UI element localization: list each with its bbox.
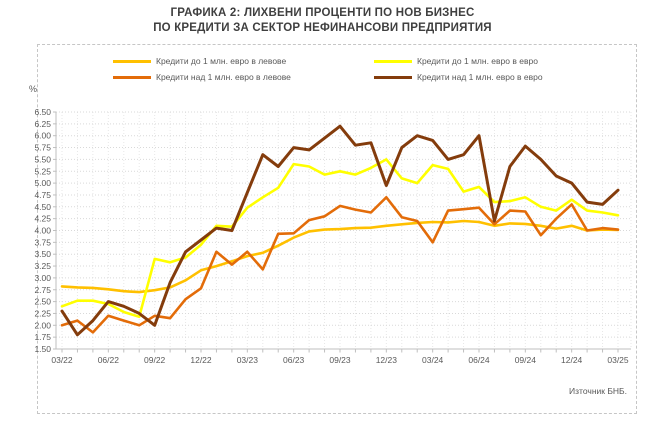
legend-swatch-dark-orange	[113, 75, 151, 79]
chart-frame	[37, 44, 637, 414]
legend-item-credits-over-1m-bgn: Кредити над 1 млн. евро в левове	[113, 71, 291, 83]
legend-swatch-yellow	[374, 59, 412, 63]
legend-label: Кредити над 1 млн. евро в евро	[417, 72, 543, 82]
chart-title-line1: ГРАФИКА 2: ЛИХВЕНИ ПРОЦЕНТИ ПО НОВ БИЗНЕ…	[170, 7, 475, 19]
legend-label: Кредити до 1 млн. евро в евро	[417, 56, 538, 66]
legend-swatch-amber	[113, 59, 151, 63]
source-note: Източник БНБ.	[569, 386, 627, 396]
chart-title-line2: ПО КРЕДИТИ ЗА СЕКТОР НЕФИНАНСОВИ ПРЕДПРИ…	[153, 22, 492, 34]
y-axis-unit-label: %	[29, 84, 38, 94]
legend-item-credits-under-1m-eur: Кредити до 1 млн. евро в евро	[374, 55, 538, 67]
legend-label: Кредити до 1 млн. евро в левове	[156, 56, 287, 66]
legend-item-credits-under-1m-bgn: Кредити до 1 млн. евро в левове	[113, 55, 286, 67]
chart-title: ГРАФИКА 2: ЛИХВЕНИ ПРОЦЕНТИ ПО НОВ БИЗНЕ…	[0, 6, 645, 36]
legend-item-credits-over-1m-eur: Кредити над 1 млн. евро в евро	[374, 71, 543, 83]
legend-swatch-brown	[374, 75, 412, 79]
legend-label: Кредити над 1 млн. евро в левове	[156, 72, 291, 82]
